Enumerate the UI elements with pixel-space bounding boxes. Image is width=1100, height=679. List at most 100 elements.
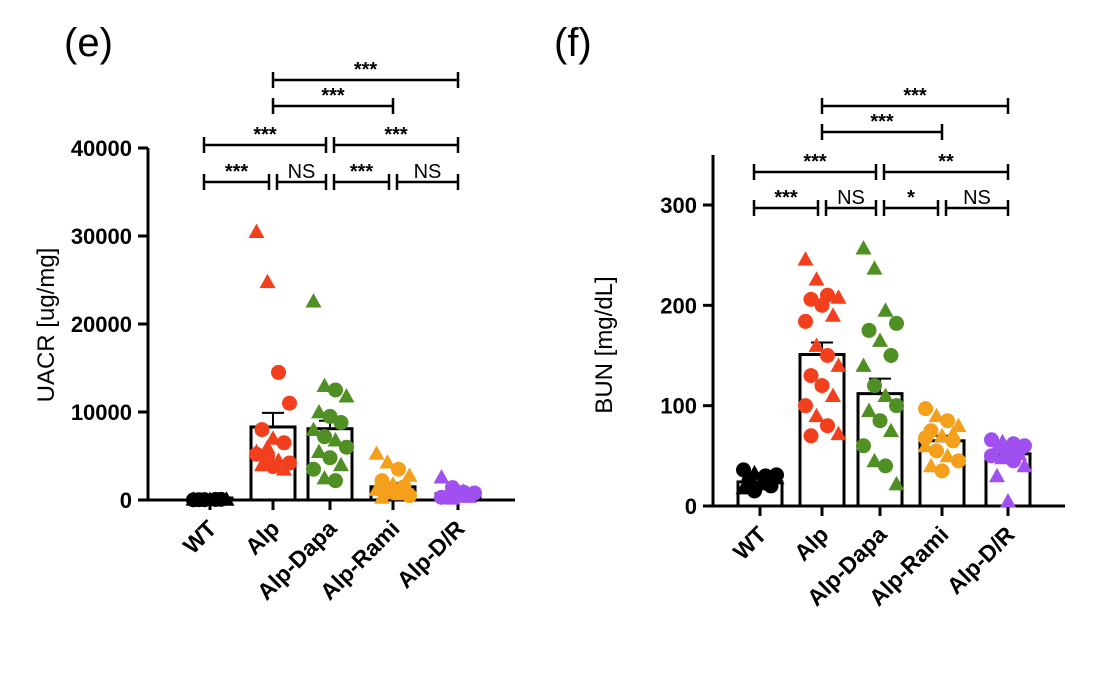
- data-point: [254, 422, 270, 438]
- data-point: [769, 467, 784, 483]
- data-point: [385, 483, 401, 499]
- data-point: [872, 413, 888, 429]
- data-point: [888, 475, 905, 491]
- data-point: [338, 388, 355, 403]
- data-point: [877, 302, 894, 317]
- data-point: [1000, 492, 1016, 508]
- data-point: [989, 467, 1005, 483]
- data-point: [306, 461, 321, 477]
- data-point: [878, 458, 893, 474]
- y-tick-label: 30000: [71, 224, 132, 249]
- data-point: [282, 395, 297, 411]
- data-point: [883, 422, 899, 438]
- data-point: [861, 402, 877, 418]
- data-point: [197, 492, 212, 508]
- data-point: [328, 473, 343, 489]
- data-point: [918, 430, 933, 446]
- data-point: [984, 448, 999, 464]
- data-point: [808, 337, 825, 352]
- y-tick-label: 200: [660, 293, 697, 318]
- data-point: [741, 473, 757, 489]
- significance-label: ***: [350, 161, 374, 183]
- data-point: [830, 425, 847, 441]
- significance-label: ***: [774, 187, 798, 209]
- significance-label: NS: [963, 187, 991, 209]
- data-point: [918, 401, 933, 417]
- data-point: [374, 473, 390, 489]
- significance-label: ***: [803, 151, 827, 173]
- data-point: [391, 461, 406, 477]
- data-point: [333, 456, 349, 472]
- data-point: [889, 315, 904, 331]
- significance-label: *: [907, 187, 915, 209]
- y-tick-label: 10000: [71, 400, 132, 425]
- data-point: [797, 251, 814, 266]
- y-tick-label: 40000: [71, 136, 132, 161]
- significance-label: ***: [903, 85, 927, 107]
- data-point: [861, 322, 877, 338]
- data-point: [1011, 442, 1027, 458]
- significance-label: NS: [288, 161, 316, 183]
- significance-label: NS: [414, 161, 442, 183]
- data-point: [855, 357, 872, 372]
- panel-e-chart: (e) UACR [ug/mg] 0 10000 20000 30000 40000 WT…: [33, 21, 515, 605]
- data-point: [814, 378, 830, 394]
- data-point: [883, 348, 899, 363]
- data-point: [259, 273, 276, 289]
- data-point: [825, 307, 841, 322]
- y-tick-label: 100: [660, 394, 697, 419]
- y-tick-label: 300: [660, 193, 697, 218]
- significance-label: ***: [870, 111, 894, 133]
- x-category-label: Alp-D/R: [392, 515, 470, 593]
- data-point: [798, 313, 813, 329]
- significance-label: ***: [321, 85, 345, 107]
- data-point: [456, 484, 471, 500]
- data-point: [444, 490, 461, 505]
- significance-label: **: [938, 151, 954, 173]
- data-point: [207, 491, 224, 507]
- data-point: [328, 382, 343, 398]
- data-point: [317, 429, 332, 445]
- data-point: [929, 443, 944, 459]
- data-point: [433, 469, 450, 484]
- data-point: [808, 407, 825, 423]
- data-point: [271, 364, 286, 380]
- data-point: [934, 463, 950, 479]
- data-point: [276, 461, 292, 476]
- y-tick-label: 0: [120, 488, 132, 513]
- significance-label: ***: [225, 161, 249, 183]
- data-point: [889, 398, 904, 414]
- panel-f-label: (f): [554, 21, 592, 65]
- data-point: [877, 387, 894, 403]
- x-category-label: WT: [728, 521, 772, 565]
- significance-label: ***: [384, 124, 408, 146]
- data-point: [951, 453, 966, 469]
- y-tick-label: 20000: [71, 312, 132, 337]
- data-point: [327, 432, 344, 447]
- data-point: [305, 421, 322, 436]
- x-category-label: WT: [178, 515, 222, 559]
- x-category-label: Alp: [240, 515, 285, 560]
- data-point: [276, 435, 292, 451]
- data-point: [368, 445, 385, 460]
- data-point: [803, 291, 819, 307]
- data-point: [259, 439, 276, 454]
- data-point: [830, 357, 847, 372]
- data-point: [830, 289, 847, 304]
- data-point: [339, 439, 354, 455]
- data-point: [803, 368, 819, 384]
- data-point: [305, 293, 322, 308]
- data-point: [1016, 457, 1033, 473]
- data-point: [814, 297, 830, 313]
- panel-e-label: (e): [64, 21, 113, 65]
- data-point: [803, 428, 819, 444]
- data-point: [379, 454, 396, 469]
- significance-label: ***: [354, 59, 378, 81]
- data-point: [867, 378, 882, 394]
- data-point: [311, 443, 327, 458]
- significance-label: ***: [253, 124, 277, 146]
- data-point: [401, 467, 418, 482]
- data-point: [866, 260, 883, 275]
- data-point: [333, 415, 349, 431]
- data-point: [945, 425, 961, 441]
